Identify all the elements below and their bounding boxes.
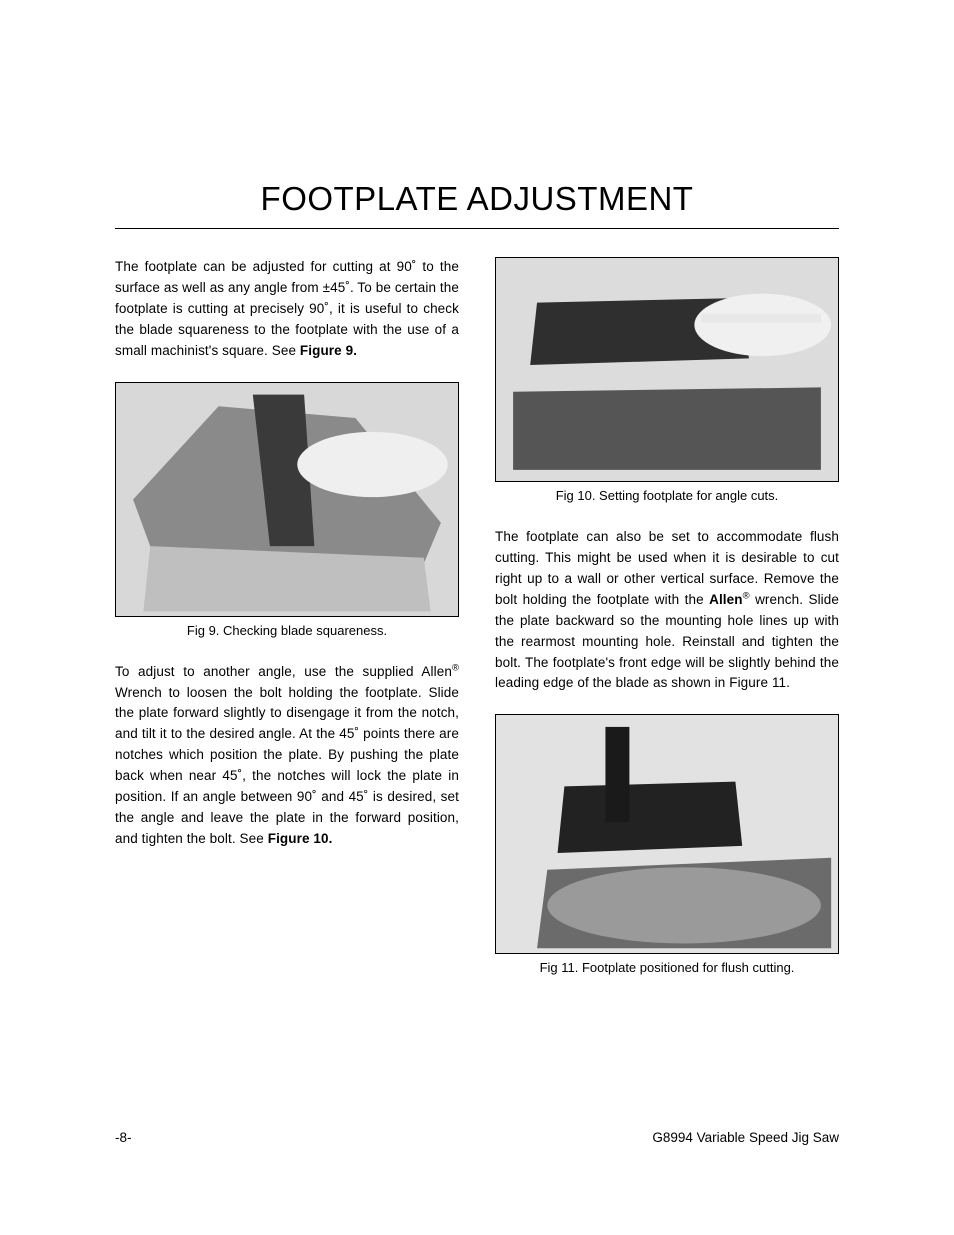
paragraph-intro: The footplate can be adjusted for cuttin…: [115, 257, 459, 362]
figure-ref-9: Figure 9.: [300, 343, 357, 358]
registered-mark: ®: [743, 590, 750, 601]
figure-11-image: [495, 714, 839, 954]
registered-mark: ®: [452, 662, 459, 673]
figure-9-placeholder-svg: [116, 383, 458, 616]
page: FOOTPLATE ADJUSTMENT The footplate can b…: [0, 0, 954, 1235]
figure-10-image: [495, 257, 839, 482]
figure-9-caption: Fig 9. Checking blade squareness.: [115, 623, 459, 638]
text: Wrench to loosen the bolt holding the fo…: [115, 685, 459, 846]
figure-10-placeholder-svg: [496, 258, 838, 481]
document-id: G8994 Variable Speed Jig Saw: [652, 1130, 839, 1145]
page-footer: -8- G8994 Variable Speed Jig Saw: [115, 1130, 839, 1145]
figure-ref-10: Figure 10.: [268, 831, 333, 846]
right-column: Fig 10. Setting footplate for angle cuts…: [495, 257, 839, 975]
left-column: The footplate can be adjusted for cuttin…: [115, 257, 459, 975]
paragraph-adjust: To adjust to another angle, use the supp…: [115, 662, 459, 850]
figure-11-placeholder-svg: [496, 715, 838, 953]
title-rule: [115, 228, 839, 229]
figure-10-caption: Fig 10. Setting footplate for angle cuts…: [495, 488, 839, 503]
page-number: -8-: [115, 1130, 132, 1145]
paragraph-flush: The footplate can also be set to accommo…: [495, 527, 839, 694]
allen-bold: Allen: [709, 592, 743, 607]
figure-9-image: [115, 382, 459, 617]
text: The footplate can be adjusted for cuttin…: [115, 259, 459, 358]
figure-11-caption: Fig 11. Footplate positioned for flush c…: [495, 960, 839, 975]
page-title: FOOTPLATE ADJUSTMENT: [115, 180, 839, 218]
text: To adjust to another angle, use the supp…: [115, 664, 452, 679]
two-column-layout: The footplate can be adjusted for cuttin…: [115, 257, 839, 975]
